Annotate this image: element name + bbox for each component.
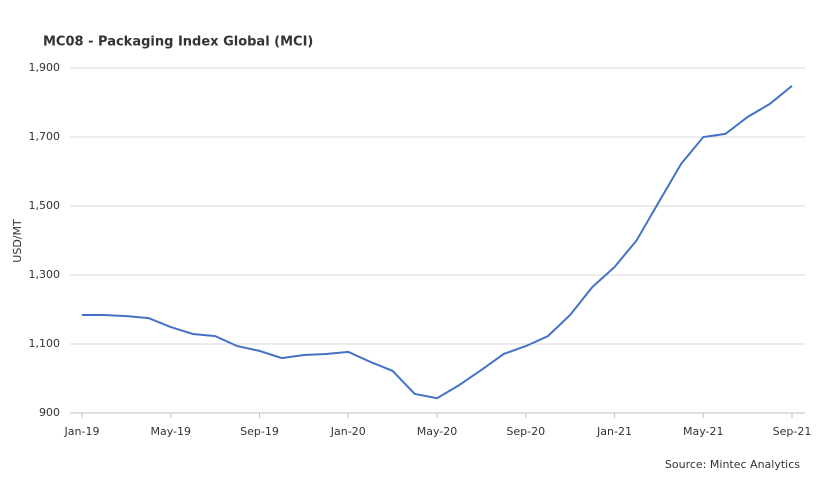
y-tick-label: 1,100 <box>29 337 61 350</box>
series-line <box>82 85 793 400</box>
x-tick-label: Jan-21 <box>596 425 632 438</box>
y-tick-label: 1,900 <box>29 61 61 74</box>
source: Source: Mintec Analytics <box>665 458 800 471</box>
y-tick-label: 1,500 <box>29 199 61 212</box>
y-axis-label: USD/MT <box>11 219 24 263</box>
x-tick-label: Sep-21 <box>773 425 812 438</box>
y-tick-label: 1,300 <box>29 268 61 281</box>
x-tick-label: Jan-20 <box>330 425 366 438</box>
x-tick-label: May-19 <box>150 425 191 438</box>
x-tick-label: May-21 <box>683 425 724 438</box>
x-tick-label: Sep-20 <box>506 425 545 438</box>
y-tick-label: 900 <box>39 406 60 419</box>
y-tick-label: 1,700 <box>29 130 61 143</box>
chart-title: MC08 - Packaging Index Global (MCI) <box>43 35 313 50</box>
x-tick-label: Jan-19 <box>64 425 100 438</box>
x-tick-label: Sep-19 <box>240 425 279 438</box>
x-tick-label: May-20 <box>417 425 458 438</box>
